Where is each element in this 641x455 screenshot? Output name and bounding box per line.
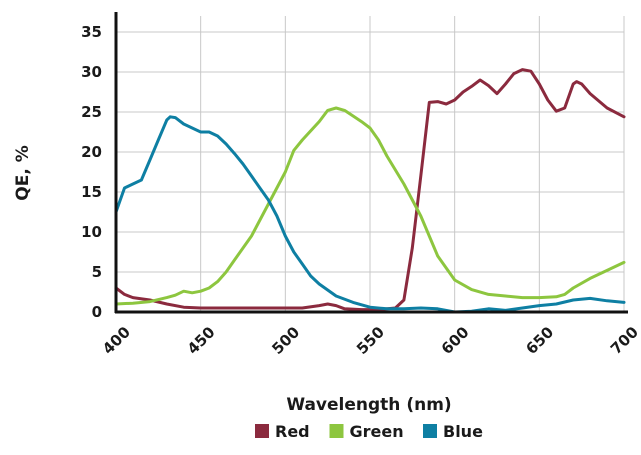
y-tick-label: 5 bbox=[92, 263, 102, 281]
y-tick-label: 35 bbox=[81, 23, 102, 41]
legend-swatch bbox=[423, 424, 437, 438]
tick-labels: 0 5 10 15 20 25 30 35 400 450 500 550 600 650 700 bbox=[81, 23, 641, 358]
legend-swatch bbox=[329, 424, 344, 438]
grid-lines bbox=[116, 16, 625, 312]
legend-swatch bbox=[255, 424, 269, 438]
series-line-blue bbox=[114, 115, 626, 314]
y-tick-label: 30 bbox=[81, 63, 102, 81]
y-tick-label: 10 bbox=[81, 223, 102, 241]
x-tick-label: 450 bbox=[184, 323, 219, 358]
series-line-red bbox=[114, 68, 626, 312]
axes bbox=[114, 12, 628, 314]
y-tick-label: 25 bbox=[81, 103, 102, 121]
x-tick-label: 700 bbox=[607, 323, 641, 358]
y-tick-label: 0 bbox=[92, 303, 102, 321]
x-tick-label: 600 bbox=[438, 323, 473, 358]
x-tick-label: 650 bbox=[522, 323, 557, 358]
x-tick-label: 500 bbox=[268, 323, 303, 358]
y-axis-title: QE, % bbox=[13, 145, 33, 200]
series-line-green bbox=[114, 106, 626, 306]
y-tick-label: 20 bbox=[81, 143, 102, 161]
legend-label: Green bbox=[350, 422, 404, 441]
x-tick-label: 550 bbox=[353, 323, 388, 358]
legend: Red Green Blue bbox=[255, 422, 483, 441]
x-axis-title: Wavelength (nm) bbox=[286, 395, 451, 415]
legend-item-green: Green bbox=[329, 422, 404, 441]
y-tick-label: 15 bbox=[81, 183, 102, 201]
legend-label: Blue bbox=[443, 422, 483, 441]
legend-item-red: Red bbox=[255, 422, 310, 441]
series-lines bbox=[114, 68, 626, 314]
x-tick-label: 400 bbox=[99, 323, 134, 358]
legend-item-blue: Blue bbox=[423, 422, 483, 441]
legend-label: Red bbox=[275, 422, 310, 441]
